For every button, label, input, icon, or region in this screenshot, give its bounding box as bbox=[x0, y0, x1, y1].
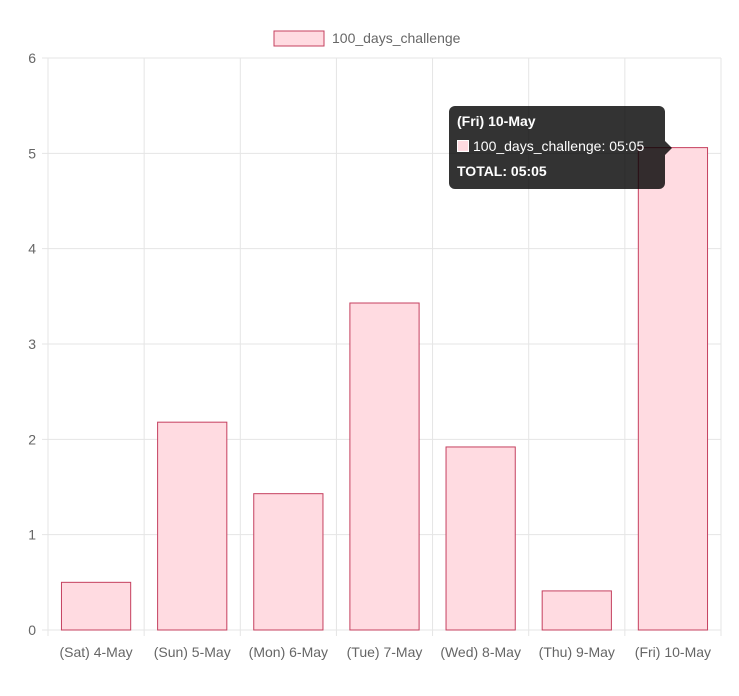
y-tick-label: 3 bbox=[28, 336, 36, 352]
y-tick-label: 4 bbox=[28, 241, 36, 257]
tooltip: (Fri) 10-May 100_days_challenge: 05:05 T… bbox=[449, 106, 672, 189]
y-tick-label: 1 bbox=[28, 527, 36, 543]
x-tick-label: (Sat) 4-May bbox=[60, 644, 133, 660]
tooltip-item: 100_days_challenge: 05:05 bbox=[457, 138, 657, 154]
y-tick-label: 5 bbox=[28, 145, 36, 161]
bar[interactable] bbox=[349, 302, 420, 631]
bars bbox=[60, 147, 709, 631]
tooltip-total: TOTAL: 05:05 bbox=[457, 163, 547, 179]
bar[interactable] bbox=[60, 581, 132, 631]
axes: 0 1 2 3 4 5 6 (Sat) 4-May (Sun) 5-May (Mon) 6-May… bbox=[28, 50, 711, 660]
bar[interactable] bbox=[253, 493, 324, 631]
tooltip-title: (Fri) 10-May bbox=[457, 113, 536, 129]
x-tick-label: (Mon) 6-May bbox=[249, 644, 328, 660]
y-tick-label: 2 bbox=[28, 431, 36, 447]
bar[interactable] bbox=[157, 421, 228, 631]
x-tick-label: (Fri) 10-May bbox=[635, 644, 711, 660]
x-tick-label: (Wed) 8-May bbox=[440, 644, 521, 660]
grid-lines bbox=[42, 57, 722, 636]
y-tick-label: 6 bbox=[28, 50, 36, 66]
legend-label[interactable]: 100_days_challenge bbox=[332, 30, 461, 46]
y-tick-label: 0 bbox=[28, 622, 36, 638]
legend[interactable]: 100_days_challenge bbox=[273, 30, 461, 47]
x-tick-label: (Sun) 5-May bbox=[154, 644, 231, 660]
x-tick-label: (Tue) 7-May bbox=[347, 644, 423, 660]
tooltip-item-label: 100_days_challenge: 05:05 bbox=[473, 138, 645, 154]
tooltip-swatch bbox=[457, 140, 469, 152]
bar[interactable] bbox=[445, 446, 516, 631]
x-tick-label: (Thu) 9-May bbox=[539, 644, 615, 660]
legend-swatch[interactable] bbox=[273, 30, 325, 47]
bar[interactable] bbox=[637, 147, 709, 631]
bar[interactable] bbox=[541, 590, 612, 631]
